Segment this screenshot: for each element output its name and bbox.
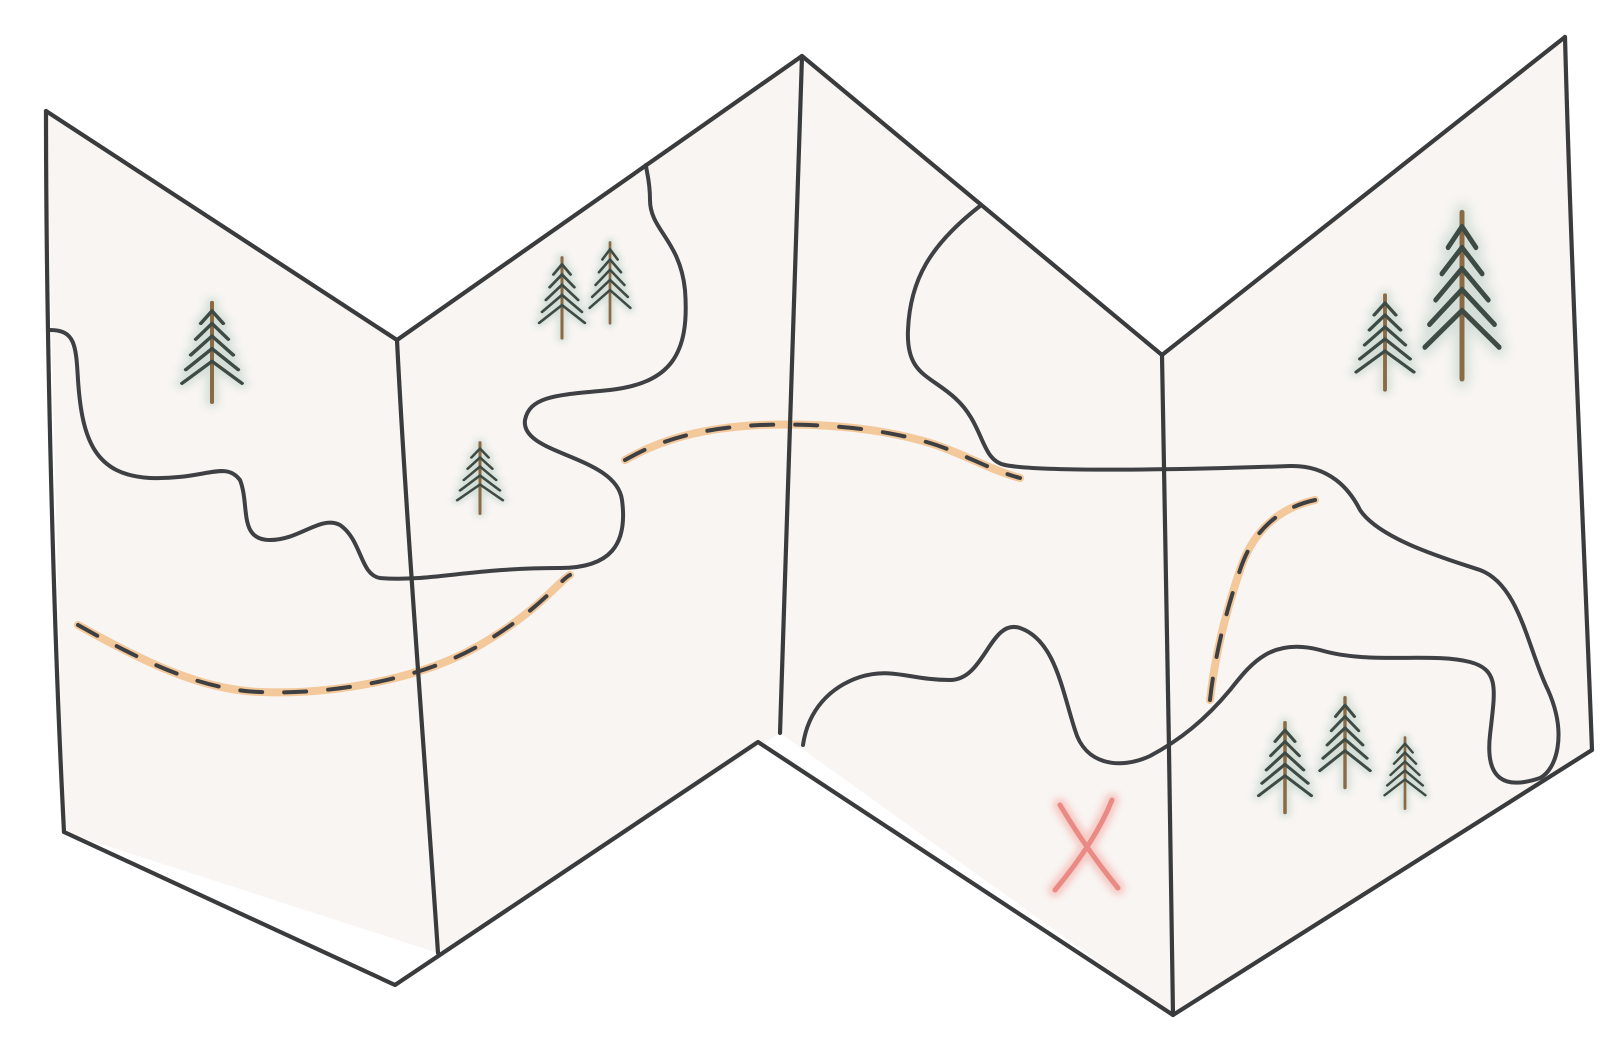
outline-right-edge bbox=[1562, 34, 1595, 753]
map-panels bbox=[46, 37, 1592, 1015]
map-panel-2 bbox=[397, 56, 802, 953]
map-outline bbox=[43, 34, 1595, 1018]
fold-1 bbox=[394, 337, 441, 956]
rivers bbox=[48, 163, 1561, 785]
fold-2 bbox=[777, 53, 805, 736]
outline-bottom bbox=[61, 739, 1595, 1018]
fold-3 bbox=[1159, 352, 1176, 1018]
river-east bbox=[801, 204, 1561, 785]
trail bbox=[74, 420, 1319, 704]
map-panel-3 bbox=[780, 56, 1173, 1015]
river-west bbox=[48, 163, 688, 581]
outline-left-edge bbox=[43, 108, 67, 835]
x-marker-icon bbox=[1048, 793, 1125, 897]
map-panel-1 bbox=[46, 111, 438, 953]
trail-dashes bbox=[76, 422, 1317, 702]
